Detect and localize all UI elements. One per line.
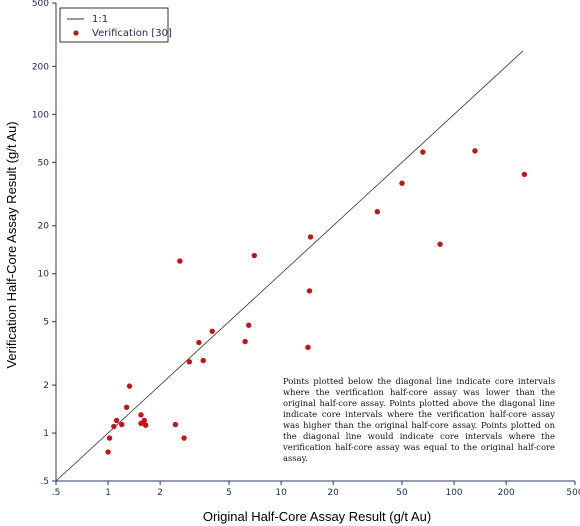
- reference-line-group: [55, 50, 524, 482]
- x-tick-label: 2: [157, 488, 163, 498]
- x-tick-label: 100: [445, 488, 462, 498]
- legend-point-swatch: [73, 30, 79, 36]
- x-tick-label: 200: [498, 488, 515, 498]
- y-tick-label: 20: [38, 222, 50, 232]
- y-tick-label: 10: [38, 270, 50, 280]
- x-tick-label: 20: [327, 488, 339, 498]
- y-tick-label: 500: [32, 0, 49, 9]
- data-point: [119, 421, 125, 428]
- data-point: [200, 357, 206, 364]
- data-point: [242, 338, 248, 345]
- data-point: [111, 423, 117, 430]
- legend: 1:1 Verification [30]: [59, 7, 172, 43]
- x-tick-label: 10: [275, 488, 287, 498]
- y-axis-ticks: .5 1 2 5 10 20 50 100 200 500: [32, 0, 56, 487]
- data-point: [521, 171, 528, 178]
- x-tick-label: 50: [396, 488, 408, 498]
- y-tick-label: 2: [43, 381, 49, 391]
- data-point: [123, 404, 130, 411]
- x-tick-label: 500: [566, 488, 580, 498]
- y-tick-label: .5: [40, 477, 49, 487]
- legend-label-verification: Verification [30]: [92, 28, 172, 39]
- data-point: [196, 339, 202, 346]
- data-point: [209, 328, 215, 335]
- x-axis-label: Original Half-Core Assay Result (g/t Au): [203, 509, 431, 524]
- chart-annotation: Points plotted below the diagonal line i…: [283, 376, 555, 463]
- data-point: [177, 258, 183, 264]
- data-point: [374, 208, 381, 215]
- x-tick-label: .5: [52, 488, 61, 498]
- data-point: [141, 417, 148, 424]
- y-tick-label: 5: [43, 318, 49, 328]
- data-point: [472, 148, 478, 154]
- data-point: [437, 241, 443, 247]
- x-tick-label: 1: [105, 488, 111, 498]
- data-point: [126, 383, 133, 389]
- data-point: [305, 344, 311, 351]
- y-tick-label: 200: [32, 62, 49, 72]
- data-point: [181, 435, 187, 441]
- y-axis-label: Verification Half-Core Assay Result (g/t…: [4, 121, 19, 368]
- x-axis-ticks: .5 1 2 5 10 20 50 100 200 500: [52, 481, 580, 498]
- data-point: [307, 234, 314, 240]
- y-tick-label: 1: [43, 429, 49, 439]
- reference-line-1to1: [55, 50, 524, 482]
- data-point: [113, 417, 120, 424]
- y-tick-label: 50: [38, 158, 50, 168]
- legend-box: [59, 7, 169, 43]
- data-point: [186, 359, 193, 365]
- data-point: [172, 421, 179, 428]
- x-tick-label: 5: [226, 488, 232, 498]
- data-point: [306, 288, 313, 294]
- data-point: [106, 435, 113, 441]
- data-point: [251, 252, 257, 259]
- data-point: [105, 449, 111, 455]
- data-point: [246, 322, 252, 328]
- data-points: [105, 148, 528, 455]
- data-point: [399, 180, 405, 186]
- data-point: [143, 422, 149, 428]
- data-point: [420, 149, 426, 155]
- plot-axes: [55, 3, 575, 482]
- y-tick-label: 100: [32, 110, 49, 120]
- data-point: [138, 412, 144, 418]
- legend-label-1to1: 1:1: [92, 14, 108, 25]
